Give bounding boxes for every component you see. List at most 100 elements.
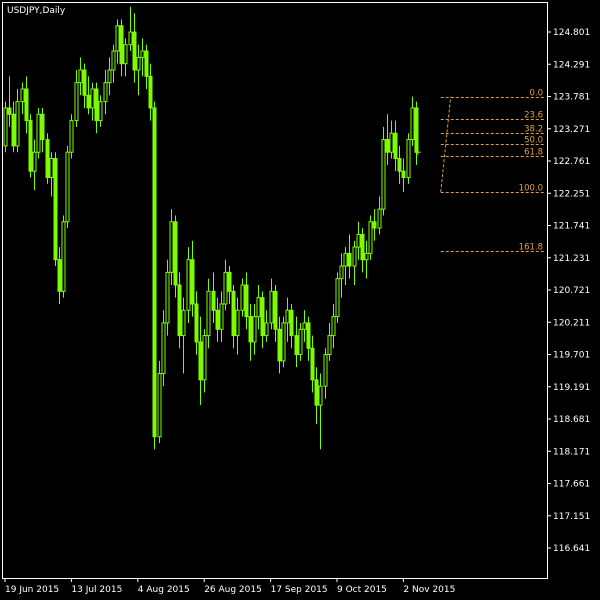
candle [165,259,170,336]
candle [331,303,336,349]
candle [244,272,249,330]
candle [389,120,394,159]
candle-body [165,271,170,324]
candle-body [331,316,336,337]
candle-body [302,322,307,330]
candle [15,88,20,153]
candle-body [323,354,328,387]
candle [98,95,103,127]
candle-body [335,278,340,318]
y-tick-label: 122.251 [553,189,590,199]
candle-body [45,139,50,179]
candle [219,291,224,342]
candle-body [206,290,211,337]
candle [140,38,145,77]
candle-body [360,233,365,261]
candle [281,316,286,368]
candle-body [82,69,87,96]
fib-level-label: 61.8 [524,148,543,158]
candle-body [256,297,261,318]
candle-body [352,246,357,267]
candle [264,310,269,342]
candle [323,348,328,399]
candle [401,158,406,193]
candle-body [20,88,25,103]
candle [318,373,323,450]
candle-body [140,50,145,58]
candle-body [181,309,186,337]
candle [152,101,157,450]
candle [144,44,149,89]
candle-body [281,322,286,362]
x-tick-label: 17 Sep 2015 [271,585,328,595]
candle-body [128,31,133,46]
candle-body [356,233,361,248]
candle [194,291,199,355]
candle [49,152,54,197]
candle [74,70,79,127]
fibonacci-retracement[interactable]: 0.0 23.6 38.250.0 61.8 100.0 161.8 [440,89,545,253]
candle [57,247,62,304]
candle-body [368,221,373,254]
candle [215,297,220,342]
y-tick-label: 124.291 [553,60,590,70]
candle [294,316,299,368]
candle-body [194,303,199,343]
candle [115,19,120,64]
candle [119,19,124,77]
candle-body [53,158,58,261]
x-tick-label: 19 Jun 2015 [5,585,59,595]
candle [364,240,369,279]
candle-body [389,132,394,153]
fib-level-label: 23.6 [524,111,543,121]
candle [94,82,99,134]
candle-body [152,107,157,438]
candle [181,297,186,374]
candle [298,322,303,361]
candle-body [7,107,12,115]
fib-trendline [440,96,452,193]
candle [235,297,240,355]
candle-body [372,221,377,229]
candle [310,335,315,393]
candle-body [364,252,369,261]
price-cursor-icon [414,149,421,156]
x-tick-label: 2 Nov 2015 [403,585,455,595]
candle [206,278,211,349]
candle-body [11,113,16,147]
candle-body [74,82,79,122]
candle [186,247,191,323]
candle-body [136,56,141,71]
candle-body [111,50,116,71]
candle [69,114,74,159]
candle-body [198,341,203,381]
candle [223,259,228,311]
candle [28,114,33,178]
y-tick-label: 120.211 [553,318,590,328]
candle [273,285,278,342]
candle-body [393,132,398,160]
candle-body [57,259,62,292]
candle-body [377,208,382,229]
candle-body [103,82,108,103]
candle-body [406,139,411,179]
candle [285,297,290,342]
candle-body [381,139,386,210]
candle [397,145,402,184]
candle-body [32,151,37,172]
y-tick-label: 124.801 [553,28,590,38]
candle-body [318,385,323,406]
candle [277,316,282,374]
candle-body [277,328,282,362]
candle-body [78,69,83,84]
candle [381,126,386,216]
y-tick-label: 117.661 [553,480,590,490]
candle-body [94,88,99,122]
candle-body [107,69,112,84]
candle [7,76,12,127]
candle [289,303,294,349]
candle-body [65,151,70,223]
candle [198,316,203,406]
